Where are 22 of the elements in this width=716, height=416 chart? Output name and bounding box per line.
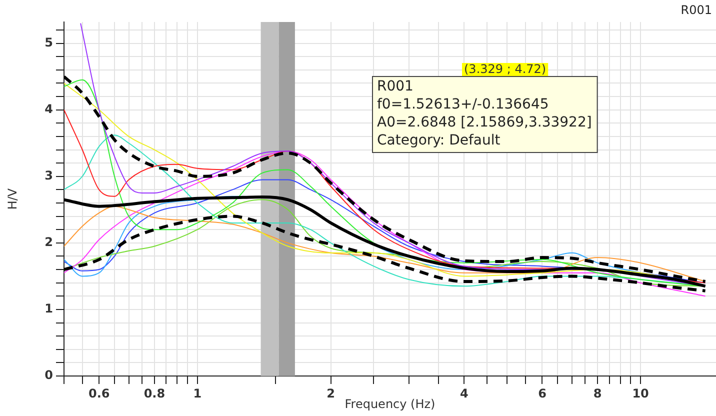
- annotation: f0=1.52613+/-0.136645: [377, 96, 549, 113]
- annotation: Category: Default: [377, 132, 501, 149]
- x-tick-label: 2: [326, 386, 335, 400]
- y-tick-label: 2: [44, 235, 53, 250]
- text: R001: [680, 3, 712, 18]
- x-tick-label: 0.8: [144, 386, 166, 400]
- x-axis-title: Frequency (Hz): [344, 396, 436, 411]
- annotation: (3.329 ; 4.72): [464, 62, 546, 76]
- y-tick-label: 0: [44, 368, 53, 382]
- x-tick-label: 0.6: [88, 386, 110, 400]
- annotation: A0=2.6848 [2.15869,3.33922]: [377, 114, 592, 131]
- x-tick-label: 10: [632, 386, 649, 400]
- y-tick-label: 1: [44, 302, 53, 316]
- x-tick-label: 6: [538, 386, 546, 400]
- annotation: R001: [377, 78, 414, 95]
- y-tick-label: 5: [44, 35, 53, 50]
- x-tick-label: 1: [193, 386, 202, 400]
- x-tick-label: 4: [460, 386, 468, 400]
- y-tick-label: 4: [44, 102, 53, 116]
- y-tick-label: 3: [44, 168, 53, 182]
- y-axis-title: H/V: [5, 188, 20, 210]
- x-tick-label: 8: [593, 386, 602, 400]
